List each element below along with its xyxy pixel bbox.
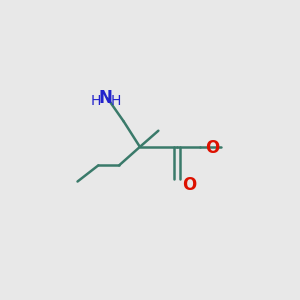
Text: N: N (98, 89, 112, 107)
Text: H: H (110, 94, 121, 108)
Text: O: O (182, 176, 196, 194)
Text: O: O (205, 139, 219, 157)
Text: H: H (90, 94, 101, 108)
